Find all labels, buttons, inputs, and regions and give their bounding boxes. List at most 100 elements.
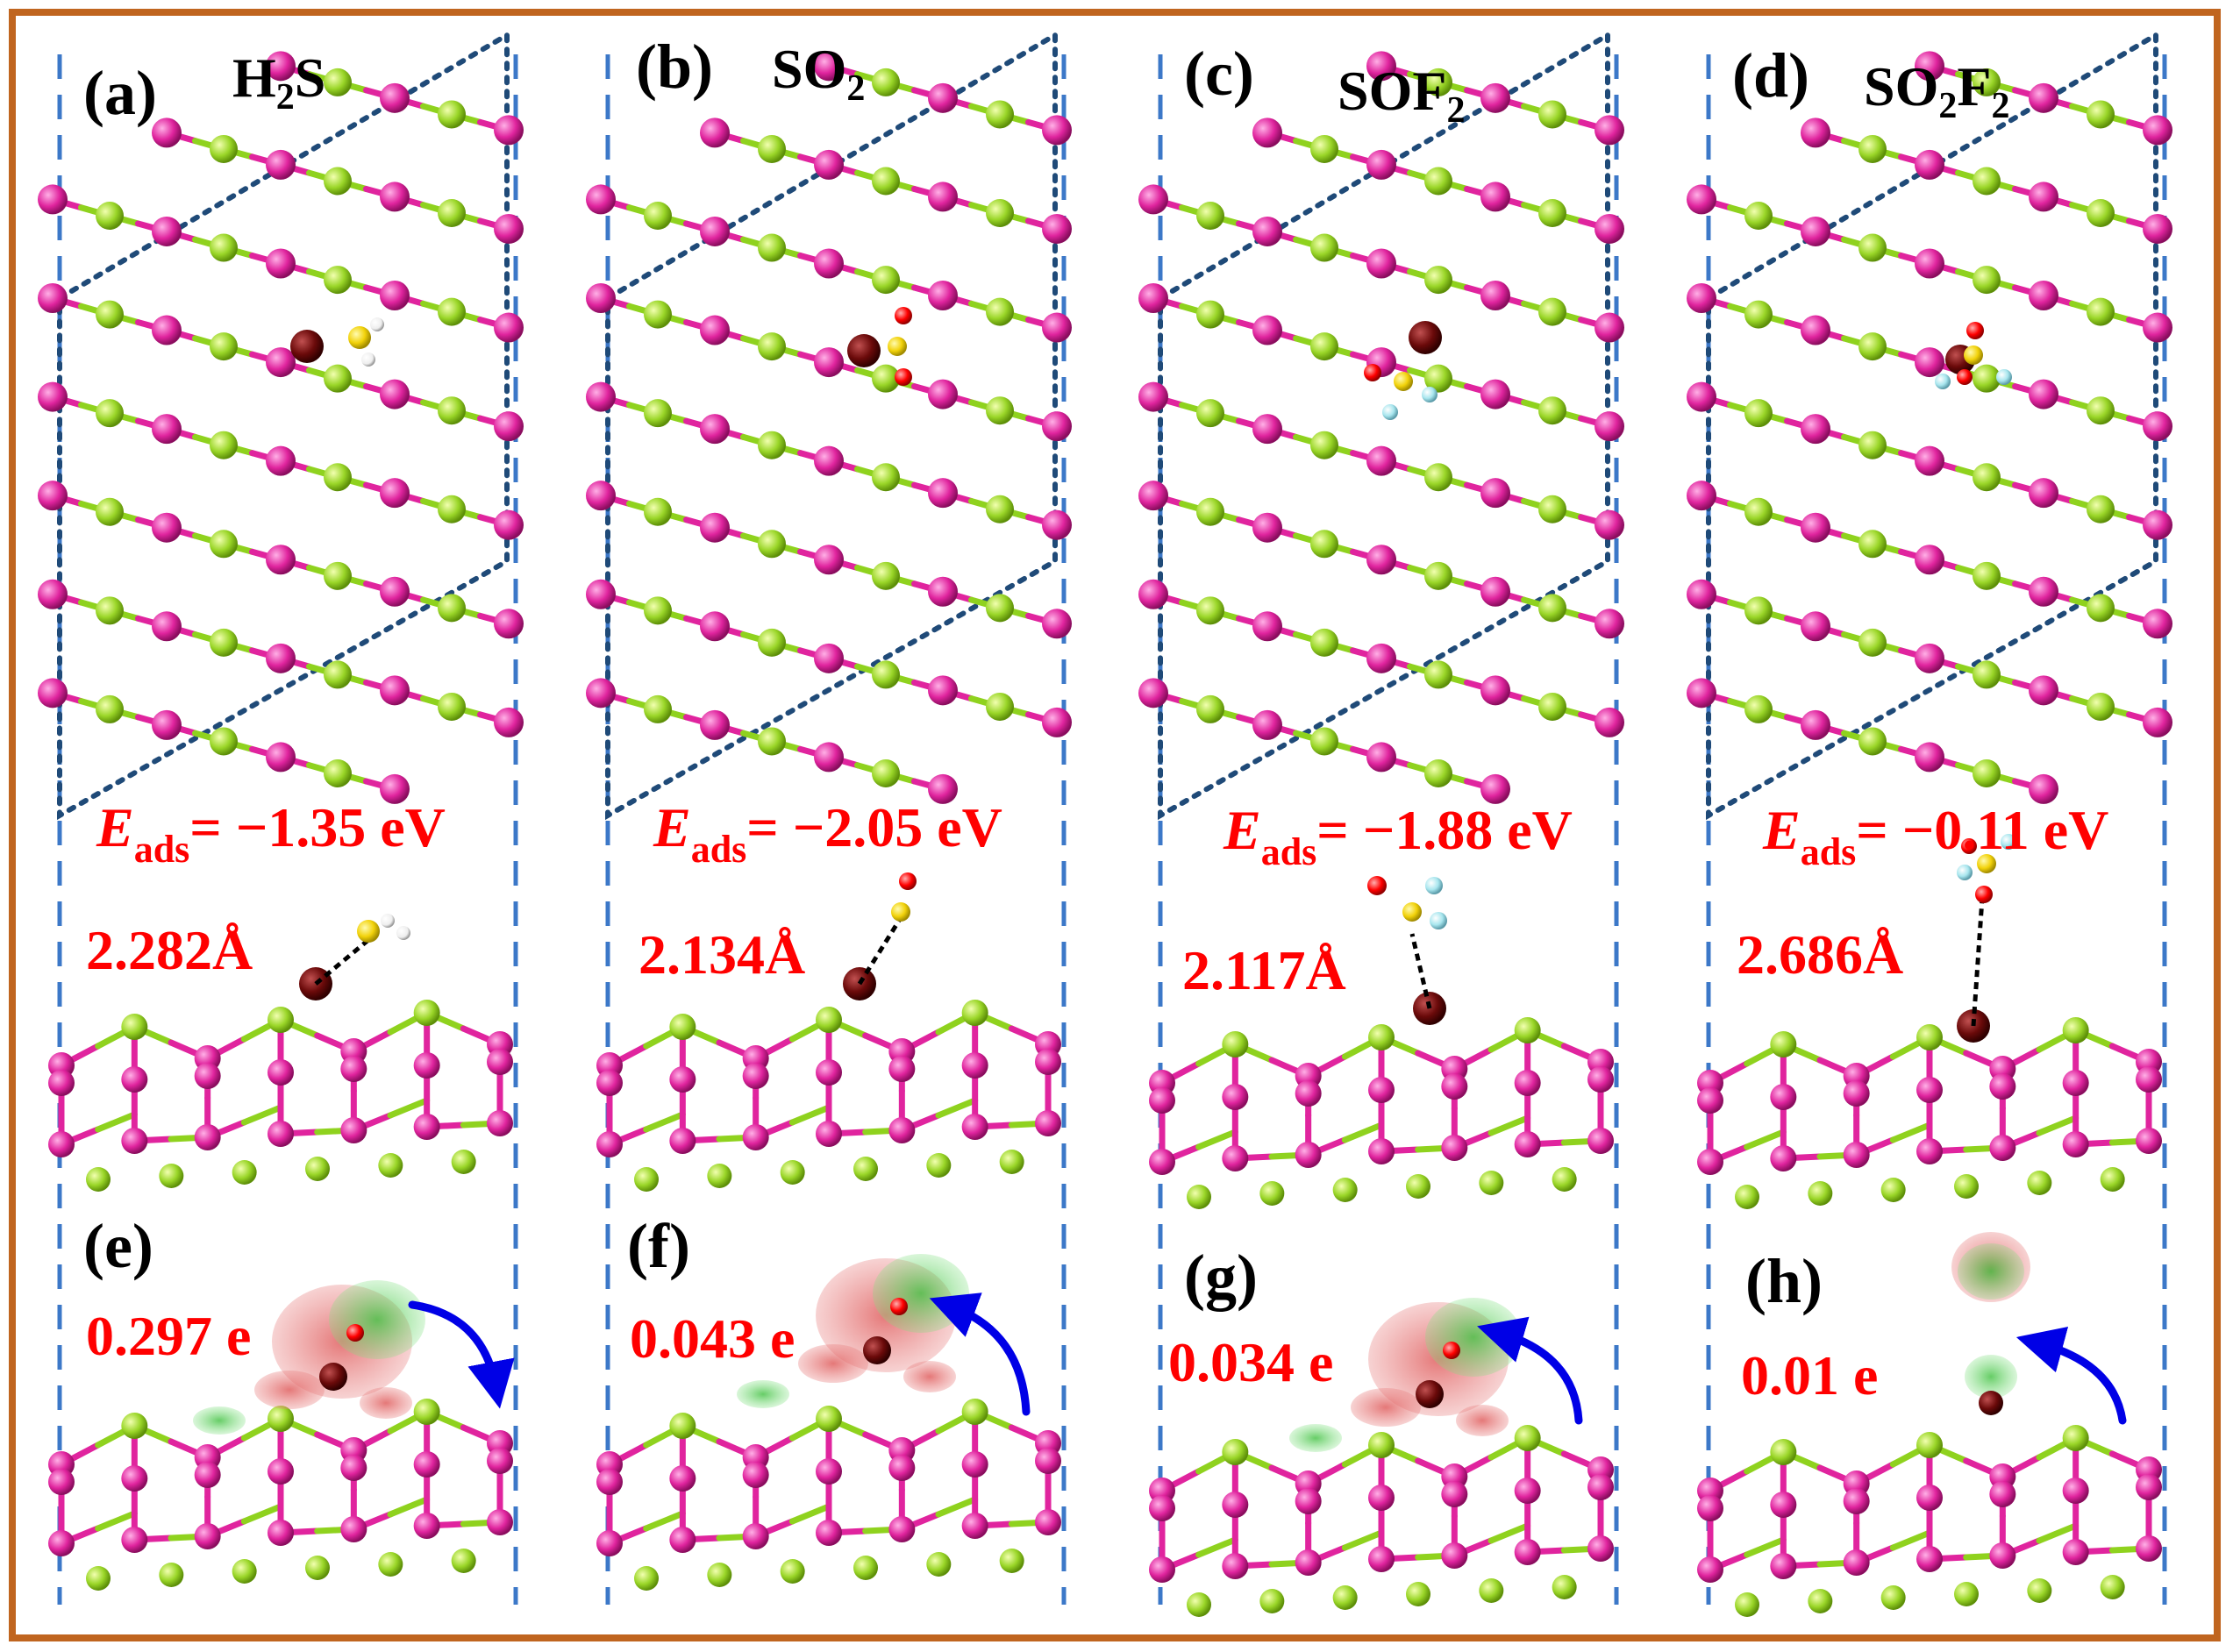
- atom-yellow-green: [121, 1014, 148, 1040]
- atom-magenta: [1916, 1485, 1943, 1511]
- bond: [95, 1111, 138, 1133]
- density-accumulation: [1289, 1424, 1342, 1452]
- atom-oxygen: [895, 368, 912, 386]
- atom-magenta: [816, 1520, 842, 1546]
- atom-magenta: [2136, 1128, 2162, 1154]
- atom-dopant: [1409, 321, 1442, 354]
- atom-yellow-green: [413, 1000, 440, 1026]
- atom-magenta: [1843, 1488, 1870, 1514]
- atom-magenta: [121, 1527, 148, 1553]
- atom-yellow-green: [1196, 399, 1224, 428]
- atom-magenta: [1149, 1149, 1175, 1175]
- atom-magenta: [1252, 117, 1282, 148]
- bond-length-b: 2.134Å: [639, 923, 805, 986]
- atom-yellow-green: [232, 1160, 257, 1185]
- atom-magenta: [380, 379, 410, 409]
- atom-yellow-green: [451, 1549, 476, 1573]
- atom-magenta: [1035, 1448, 1061, 1474]
- supercell-outline: [1158, 30, 1610, 821]
- charge-transfer-f: 0.043 e: [630, 1307, 795, 1370]
- atom-yellow-green: [758, 628, 786, 657]
- atom-magenta: [340, 1516, 367, 1542]
- panel-letter-g-visible: (g): [1184, 1242, 1258, 1312]
- density-depletion: [1351, 1388, 1421, 1427]
- atom-magenta: [121, 1128, 148, 1154]
- atom-yellow-green: [96, 202, 124, 231]
- atom-magenta: [340, 1056, 367, 1082]
- atom-magenta: [1916, 1077, 1943, 1103]
- atom-yellow-green: [1514, 1425, 1541, 1451]
- top-view-lattice: [586, 51, 1072, 804]
- atom-yellow-green: [96, 399, 124, 428]
- atom-magenta: [194, 1063, 221, 1089]
- atom-yellow-green: [872, 266, 900, 295]
- atom-yellow-green: [210, 134, 238, 163]
- atom-magenta: [266, 545, 296, 575]
- atom-yellow-green: [324, 364, 352, 393]
- atom-magenta: [1697, 1495, 1723, 1521]
- atom-dopant: [863, 1336, 891, 1364]
- atom-yellow-green: [1916, 1024, 1943, 1050]
- panel-letter-d: (d): [1732, 40, 1809, 110]
- atom-yellow-green: [1196, 694, 1224, 723]
- atom-magenta: [1368, 1138, 1395, 1164]
- atom-yellow-green: [1514, 1017, 1541, 1043]
- atom-yellow-green: [1858, 530, 1887, 559]
- atom-magenta: [1594, 411, 1624, 442]
- atom-oxygen: [346, 1324, 364, 1342]
- atom-magenta: [814, 51, 844, 82]
- atom-magenta: [487, 1049, 513, 1075]
- atom-fluorine: [1957, 865, 1973, 880]
- atom-magenta: [38, 481, 68, 511]
- atom-magenta: [487, 1110, 513, 1136]
- panel-graphics-2: [1138, 30, 1624, 1617]
- density-accumulation: [737, 1380, 789, 1408]
- atom-magenta: [340, 1455, 367, 1481]
- top-view-adsorbate: [290, 317, 384, 367]
- atom-yellow-green: [872, 167, 900, 196]
- atom-magenta: [1514, 1539, 1541, 1565]
- atom-magenta: [700, 117, 730, 148]
- atom-magenta: [1687, 579, 1716, 609]
- atom-hydrogen: [396, 926, 410, 940]
- arrow-path: [2015, 1327, 2127, 1425]
- top-view-lattice: [38, 51, 524, 804]
- atom-magenta: [586, 678, 616, 709]
- atom-magenta: [586, 184, 616, 215]
- atom-magenta: [1594, 115, 1624, 146]
- atom-magenta: [1770, 1492, 1797, 1518]
- atom-yellow-green: [1538, 297, 1566, 326]
- atom-magenta: [266, 643, 296, 673]
- atom-yellow-green: [644, 694, 672, 723]
- atom-magenta: [487, 1448, 513, 1474]
- atom-yellow-green: [1406, 1174, 1430, 1199]
- atom-yellow-green: [1744, 596, 1773, 625]
- atom-yellow-green: [644, 300, 672, 329]
- atom-magenta: [380, 82, 410, 113]
- atom-yellow-green: [210, 530, 238, 559]
- atom-magenta: [1366, 742, 1396, 773]
- atom-yellow-green: [2087, 199, 2115, 228]
- atom-yellow-green: [1424, 660, 1452, 689]
- atom-magenta: [1252, 709, 1282, 740]
- atom-dopant: [1416, 1380, 1444, 1408]
- adsorption-energy-a: Eads= −1.35 eV: [96, 796, 446, 871]
- atom-magenta: [1366, 545, 1396, 575]
- atom-magenta: [1441, 1135, 1468, 1161]
- atom-yellow-green: [1552, 1167, 1577, 1192]
- atom-magenta: [2143, 213, 2172, 244]
- atom-magenta: [266, 51, 296, 82]
- atom-yellow-green: [1973, 758, 2001, 787]
- atom-yellow-green: [438, 594, 466, 623]
- panel-d: (d) SO2F2 Eads= −0.11 eV 2.686Å (h) 0.01…: [1732, 40, 2108, 1406]
- top-view-lattice: [1687, 51, 2172, 804]
- atom-yellow-green: [1310, 134, 1338, 163]
- atom-yellow-green: [1424, 758, 1452, 787]
- atom-yellow-green: [1196, 596, 1224, 625]
- charge-density-isosurface: [193, 1280, 425, 1435]
- atom-magenta: [1594, 213, 1624, 244]
- atom-yellow-green: [438, 199, 466, 228]
- molecule-formula-a: H2S: [232, 46, 325, 117]
- atom-magenta: [816, 1458, 842, 1485]
- atom-magenta: [487, 1509, 513, 1535]
